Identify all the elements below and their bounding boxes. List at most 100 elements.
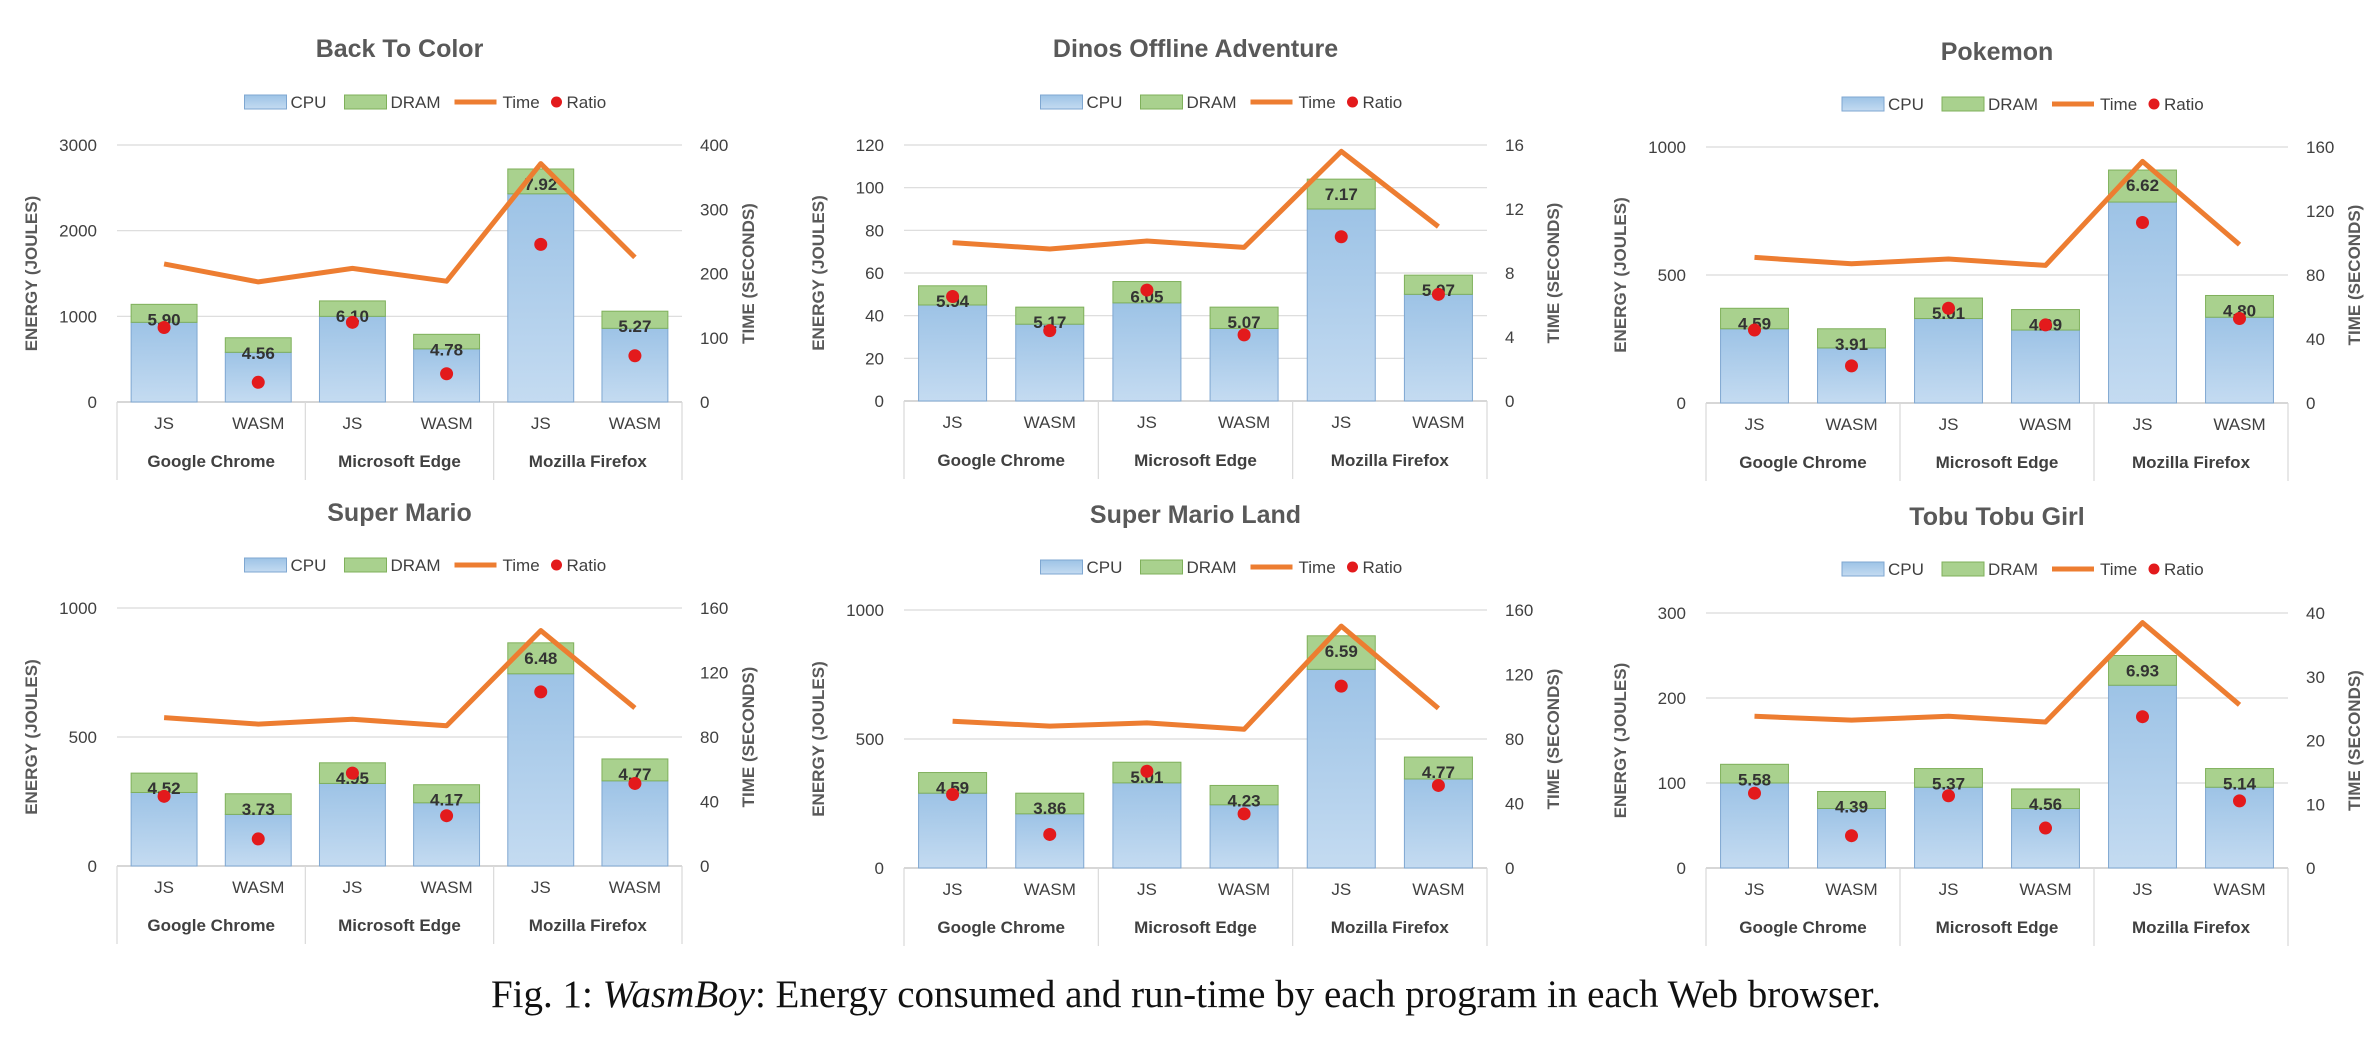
- ratio-data-label: 6.48: [524, 649, 557, 668]
- ratio-marker: [440, 809, 454, 823]
- bar-cpu: [1306, 668, 1376, 869]
- chart-panel-2: Dinos Offline Adventure CPU DRAM Time Ratio 0…: [809, 35, 1563, 479]
- y-tick-label: 0: [88, 857, 97, 876]
- y2-tick-label: 0: [2306, 859, 2315, 878]
- x-category-label: WASM: [2019, 415, 2071, 434]
- y2-axis-title: TIME (SECONDS): [1544, 203, 1563, 344]
- ratio-marker: [1845, 359, 1858, 373]
- y-tick-label: 20: [865, 349, 884, 368]
- ratio-marker: [1334, 679, 1348, 693]
- ratio-marker: [1043, 827, 1057, 841]
- ratio-data-label: 4.52: [148, 779, 181, 798]
- legend-label-ratio: Ratio: [2164, 95, 2204, 114]
- time-line: [163, 628, 637, 729]
- x-category-label: JS: [1331, 413, 1351, 432]
- x-group-label: Mozilla Firefox: [2132, 918, 2251, 937]
- legend-label-dram: DRAM: [1988, 95, 2038, 114]
- ratio-data-label: 5.90: [148, 310, 181, 329]
- y2-tick-label: 120: [1505, 666, 1533, 685]
- x-group-label: Google Chrome: [1739, 918, 1867, 937]
- y-tick-label: 100: [856, 179, 884, 198]
- bar-cpu: [1112, 782, 1182, 869]
- bar-cpu: [1817, 347, 1886, 404]
- time-line: [1754, 620, 2242, 725]
- x-category-label: JS: [1137, 413, 1157, 432]
- legend-label-dram: DRAM: [1187, 93, 1237, 112]
- ratio-marker: [2136, 710, 2149, 724]
- legend-marker-ratio: [551, 96, 562, 108]
- x-category-label: WASM: [1412, 413, 1464, 432]
- ratio-marker: [628, 349, 642, 363]
- ratio-marker: [534, 685, 548, 699]
- bar-cpu: [318, 315, 386, 403]
- x-category-label: WASM: [609, 414, 661, 433]
- x-category-label: WASM: [1024, 880, 1076, 899]
- legend-label-ratio: Ratio: [2164, 560, 2204, 579]
- y-axis-title: ENERGY (JOULES): [22, 196, 41, 352]
- ratio-marker: [1845, 829, 1858, 843]
- y2-tick-label: 120: [700, 664, 728, 683]
- y-tick-label: 200: [1658, 689, 1686, 708]
- ratio-marker: [345, 766, 359, 780]
- ratio-data-label: 4.77: [618, 765, 651, 784]
- y-tick-label: 120: [856, 136, 884, 155]
- bar-cpu: [1403, 778, 1473, 869]
- x-category-label: JS: [1137, 880, 1157, 899]
- legend-label-ratio: Ratio: [567, 93, 607, 112]
- legend-label-dram: DRAM: [391, 93, 441, 112]
- y-axis-title: ENERGY (JOULES): [22, 659, 41, 815]
- y-tick-label: 1000: [846, 601, 884, 620]
- x-group-label: Microsoft Edge: [1134, 451, 1257, 470]
- legend-swatch-cpu: [1841, 96, 1885, 112]
- y2-tick-label: 40: [700, 793, 719, 812]
- ratio-data-label: 4.56: [242, 344, 275, 363]
- x-category-label: WASM: [1218, 413, 1270, 432]
- bar-dram: [1720, 763, 1789, 784]
- legend-swatch-dram: [1941, 561, 1985, 577]
- y-tick-label: 500: [856, 730, 884, 749]
- chart-panel-5: Super Mario Land CPU DRAM Time Ratio 0 500 1000…: [809, 501, 1563, 946]
- y2-tick-label: 400: [700, 136, 728, 155]
- x-category-label: JS: [1939, 415, 1959, 434]
- ratio-marker: [157, 320, 171, 334]
- ratio-marker: [251, 375, 265, 389]
- x-category-label: JS: [342, 878, 362, 897]
- y-tick-label: 60: [865, 264, 884, 283]
- bar-cpu: [918, 304, 988, 402]
- x-category-label: JS: [531, 878, 551, 897]
- bar-dram: [2108, 655, 2177, 686]
- y-tick-label: 80: [865, 221, 884, 240]
- x-category-label: WASM: [1412, 880, 1464, 899]
- x-group-label: Mozilla Firefox: [1331, 918, 1450, 937]
- x-group-label: Microsoft Edge: [338, 916, 461, 935]
- y2-tick-label: 0: [1505, 392, 1514, 411]
- x-category-label: JS: [2133, 415, 2153, 434]
- x-category-label: WASM: [1218, 880, 1270, 899]
- legend-swatch-dram: [1941, 96, 1985, 112]
- legend-label-ratio: Ratio: [1363, 558, 1403, 577]
- ratio-data-label: 6.93: [2126, 662, 2159, 681]
- ratio-marker: [2233, 794, 2246, 808]
- legend-label-dram: DRAM: [1988, 560, 2038, 579]
- y2-tick-label: 0: [1505, 859, 1514, 878]
- ratio-data-label: 7.92: [524, 175, 557, 194]
- legend-swatch-dram: [1140, 94, 1183, 110]
- x-category-label: WASM: [2213, 415, 2265, 434]
- legend-label-ratio: Ratio: [567, 556, 607, 575]
- x-category-label: JS: [154, 414, 174, 433]
- y2-axis-title: TIME (SECONDS): [2345, 670, 2364, 811]
- ratio-marker: [1431, 287, 1445, 301]
- chart-legend: CPU DRAM Time Ratio: [1841, 95, 2204, 114]
- ratio-data-label: 3.86: [1033, 799, 1066, 818]
- chart-title: Back To Color: [316, 35, 484, 63]
- bar-cpu: [507, 193, 575, 403]
- legend-marker-ratio: [2148, 563, 2160, 575]
- chart-panel-3: Pokemon CPU DRAM Time Ratio 0 500 1000 0 40 80 120 1…: [1611, 38, 2364, 481]
- bar-cpu: [918, 792, 988, 869]
- ratio-data-label: 4.56: [2029, 795, 2062, 814]
- ratio-marker: [1748, 786, 1761, 800]
- ratio-marker: [440, 367, 454, 381]
- y-tick-label: 100: [1658, 774, 1686, 793]
- legend-label-cpu: CPU: [1888, 95, 1924, 114]
